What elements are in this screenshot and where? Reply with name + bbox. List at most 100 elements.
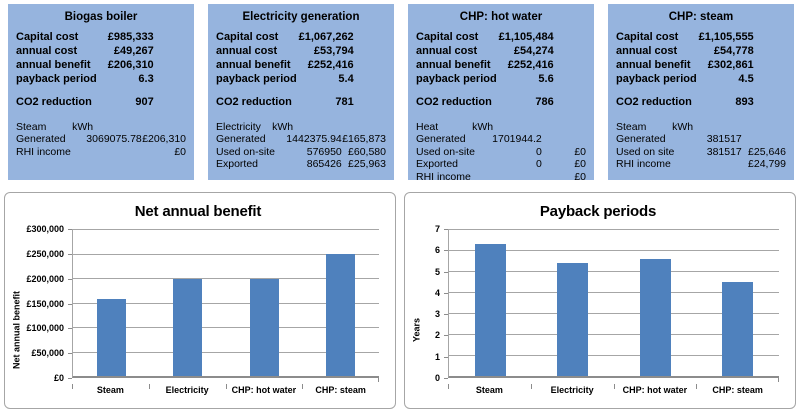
plot-bars xyxy=(73,229,379,376)
metric-row: Capital cost £1,105,484 xyxy=(416,30,554,44)
panel-biogas-boiler: Biogas boiler Capital cost £985,333 annual… xyxy=(8,4,194,180)
panel-electricity-generation: Electricity generation Capital cost £1,06… xyxy=(208,4,394,180)
category-band xyxy=(73,229,150,376)
details-block: Steam kWh Generated 381517 Used on site 38151… xyxy=(616,121,786,171)
detail-row: Generated 1701944.2 xyxy=(416,133,586,145)
metrics-block: Capital cost £1,105,555 annual cost £54,778… xyxy=(616,30,786,86)
detail-unit-label: kWh xyxy=(472,121,494,133)
gridline xyxy=(73,253,379,255)
y-axis-title: Net annual benefit xyxy=(11,290,22,369)
co2-value: 907 xyxy=(135,96,154,108)
detail-qty xyxy=(472,171,542,180)
detail-label: Exported xyxy=(216,158,259,171)
detail-row: RHI income £0 xyxy=(16,146,186,158)
detail-row: RHI income £0 xyxy=(416,171,586,180)
chart-inner: 0 1 2 3 4 5 6 7 Steam Electricity CHP: hot water C… xyxy=(424,224,787,404)
detail-row: RHI income £24,799 xyxy=(616,158,786,170)
chart-title: Payback periods xyxy=(539,203,657,220)
y-tick-label: £0 xyxy=(53,373,64,383)
metric-label: annual cost xyxy=(16,45,78,57)
metric-value: £985,333 xyxy=(107,31,154,43)
detail-label: RHI income xyxy=(16,145,71,158)
co2-label: CO2 reduction xyxy=(216,96,292,108)
gridline xyxy=(73,278,379,279)
detail-source-label: Heat xyxy=(416,121,439,133)
detail-row: Used on-site 0 £0 xyxy=(416,146,586,158)
detail-label: Generated xyxy=(216,133,266,146)
co2-value: 893 xyxy=(735,96,754,108)
metrics-block: Capital cost £1,105,484 annual cost £54,274… xyxy=(416,30,586,86)
metric-value: £252,416 xyxy=(507,59,554,71)
metric-label: Capital cost xyxy=(16,31,79,43)
metric-row: payback period 5.6 xyxy=(416,72,554,86)
detail-money-spacer xyxy=(342,121,386,133)
plot-row: 0 1 2 3 4 5 6 7 xyxy=(424,224,787,383)
metric-value: £252,416 xyxy=(307,59,354,71)
detail-label: Used on site xyxy=(616,145,675,158)
x-category-label: CHP: hot water xyxy=(225,384,303,404)
detail-qty: 576950 xyxy=(306,145,342,158)
detail-money: £0 xyxy=(574,170,586,180)
co2-label: CO2 reduction xyxy=(16,96,92,108)
y-tick-mark xyxy=(68,328,72,330)
detail-qty: 381517 xyxy=(706,133,742,146)
y-tick-mark xyxy=(68,229,72,230)
bar-chp-steam xyxy=(722,282,754,376)
bar-steam xyxy=(96,299,126,376)
metric-value: £49,267 xyxy=(113,45,154,57)
detail-label: Used on-site xyxy=(216,145,275,158)
y-tick-mark xyxy=(444,292,448,294)
metric-label: annual benefit xyxy=(16,59,91,71)
y-tick-label: 0 xyxy=(434,373,440,383)
gridline xyxy=(449,313,779,314)
metric-label: payback period xyxy=(216,73,297,85)
panel-title: Electricity generation xyxy=(242,11,360,23)
co2-value: 781 xyxy=(335,96,354,108)
metric-value: £54,778 xyxy=(713,45,754,57)
y-tick-mark xyxy=(444,229,448,230)
y-tick-label: £250,000 xyxy=(26,248,64,259)
x-category-label: Electricity xyxy=(530,384,614,404)
payback-periods-chart: Payback periods Years 0 1 2 3 4 5 6 7 Steam Elec… xyxy=(404,192,796,409)
detail-money xyxy=(742,133,786,145)
y-tick-mark xyxy=(444,378,448,379)
details-block: Electricity kWh Generated 1442375.94 £165,87… xyxy=(216,121,386,171)
y-axis: 0 1 2 3 4 5 6 7 xyxy=(424,224,448,383)
metric-row: annual benefit £252,416 xyxy=(216,58,354,72)
detail-money: £0 xyxy=(574,158,586,171)
detail-qty xyxy=(672,158,742,170)
metric-label: annual benefit xyxy=(416,59,491,71)
detail-money: £24,799 xyxy=(748,158,786,171)
y-tick-label: £150,000 xyxy=(26,298,64,309)
category-band xyxy=(532,229,615,376)
metric-label: Capital cost xyxy=(616,31,679,43)
metrics-block: Capital cost £985,333 annual cost £49,267 an… xyxy=(16,30,186,86)
detail-qty: 0 xyxy=(535,158,542,171)
co2-label: CO2 reduction xyxy=(616,96,692,108)
metric-row: Capital cost £985,333 xyxy=(16,30,154,44)
chart-body: Years 0 1 2 3 4 5 6 7 Steam Electricity CHP: hot … xyxy=(409,224,787,404)
category-band xyxy=(226,229,303,376)
detail-money: £25,963 xyxy=(348,158,386,171)
y-tick-label: 5 xyxy=(434,266,440,277)
y-tick-label: 1 xyxy=(434,351,440,362)
detail-money-spacer xyxy=(142,121,186,133)
panel-title: CHP: steam xyxy=(668,11,734,23)
metric-value: £1,067,262 xyxy=(298,31,354,43)
metric-row: annual cost £54,778 xyxy=(616,44,754,58)
metric-value: £53,794 xyxy=(313,45,354,57)
panel-title: CHP: hot water xyxy=(459,11,543,23)
detail-row: Generated 381517 xyxy=(616,133,786,145)
detail-money-spacer xyxy=(742,121,786,133)
metric-value: £54,274 xyxy=(513,45,554,57)
gridline xyxy=(73,327,379,328)
detail-header-row: Heat kWh xyxy=(416,121,586,133)
co2-label: CO2 reduction xyxy=(416,96,492,108)
metric-label: annual cost xyxy=(616,45,678,57)
gridline xyxy=(449,292,779,293)
bar-chp-hot-water xyxy=(249,278,279,376)
x-axis: Steam Electricity CHP: hot water CHP: steam xyxy=(72,377,379,404)
metric-row: Capital cost £1,067,262 xyxy=(216,30,354,44)
chart-body: Net annual benefit £0 £50,000 £100,000 £150… xyxy=(9,224,387,404)
metric-label: annual benefit xyxy=(616,59,691,71)
